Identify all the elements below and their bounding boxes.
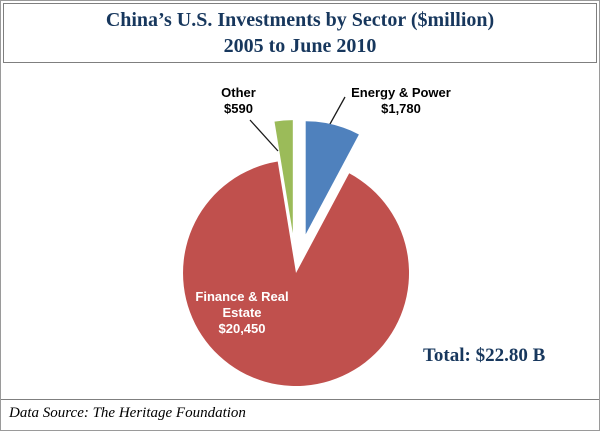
pie-slice-other — [274, 120, 293, 234]
data-source: Data Source: The Heritage Foundation — [9, 405, 246, 421]
slice-label-other-name: Other — [221, 85, 256, 100]
footer-divider — [1, 399, 599, 400]
slice-label-finance-real-estate: Finance & Real Estate $20,450 — [183, 289, 301, 337]
slice-label-other-value: $590 — [224, 101, 253, 117]
slice-label-energy-power-value: $1,780 — [381, 101, 421, 117]
slice-label-energy-power: Energy & Power $1,780 — [331, 85, 471, 118]
chart-title-line2: 2005 to June 2010 — [223, 35, 377, 57]
chart-title-line1: China’s U.S. Investments by Sector ($mil… — [105, 9, 495, 31]
slice-label-finance-real-estate-name: Finance & Real Estate — [195, 289, 289, 320]
slice-label-energy-power-name: Energy & Power — [351, 85, 451, 100]
chart-title-box: China’s U.S. Investments by Sector ($mil… — [3, 3, 597, 63]
pie-slice-finance-real-estate — [183, 161, 410, 387]
slice-label-finance-real-estate-value: $20,450 — [218, 320, 266, 336]
pie-slice-energy-power — [305, 121, 359, 235]
leader-line-other — [249, 119, 279, 152]
slice-label-other: Other $590 — [186, 85, 291, 118]
total-label: Total: $22.80 B — [423, 345, 546, 366]
